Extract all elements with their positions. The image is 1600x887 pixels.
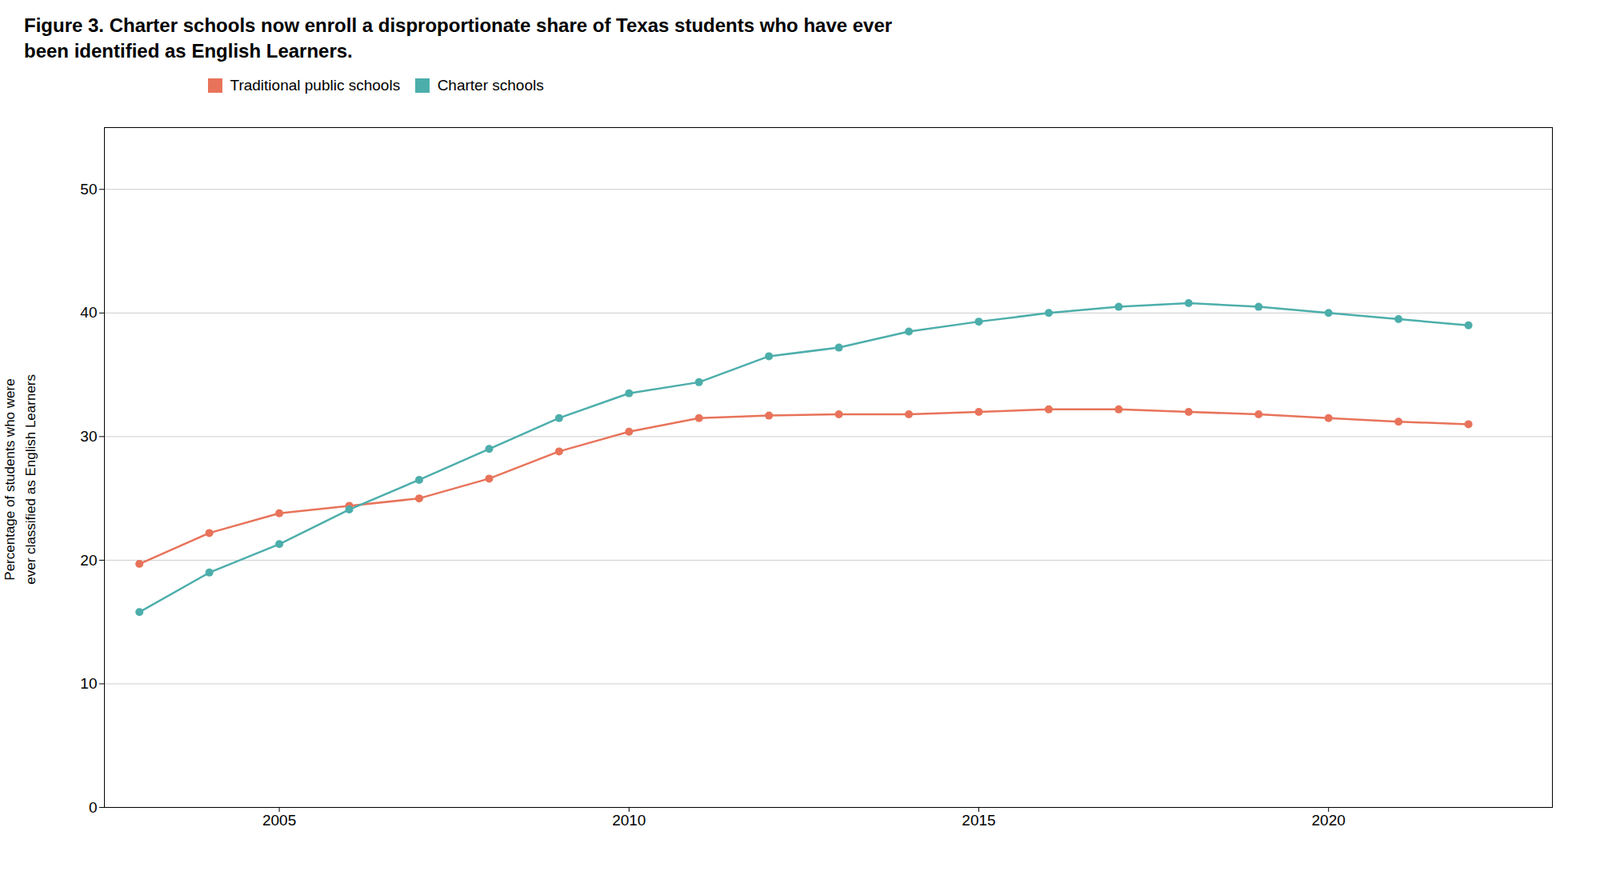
svg-text:40: 40 <box>80 304 97 322</box>
svg-text:30: 30 <box>80 428 97 445</box>
svg-text:2015: 2015 <box>961 812 996 829</box>
svg-text:2010: 2010 <box>612 812 646 829</box>
html-text:Figure 3. Charter schools now: Figure 3. Charter schools now enroll a d… <box>24 14 893 62</box>
html-text:Percentage of students who wer: Percentage of students who were ever cla… <box>2 374 38 585</box>
svg-text:2020: 2020 <box>1312 812 1346 829</box>
html-text:Traditional public schools: Traditional public schools <box>230 77 401 94</box>
svg-text:2005: 2005 <box>262 812 296 829</box>
svg-text:20: 20 <box>80 552 97 569</box>
svg-text:0: 0 <box>88 799 98 816</box>
html-text:Charter schools: Charter schools <box>437 77 544 94</box>
svg-text:10: 10 <box>80 675 97 692</box>
svg-text:50: 50 <box>80 180 97 198</box>
